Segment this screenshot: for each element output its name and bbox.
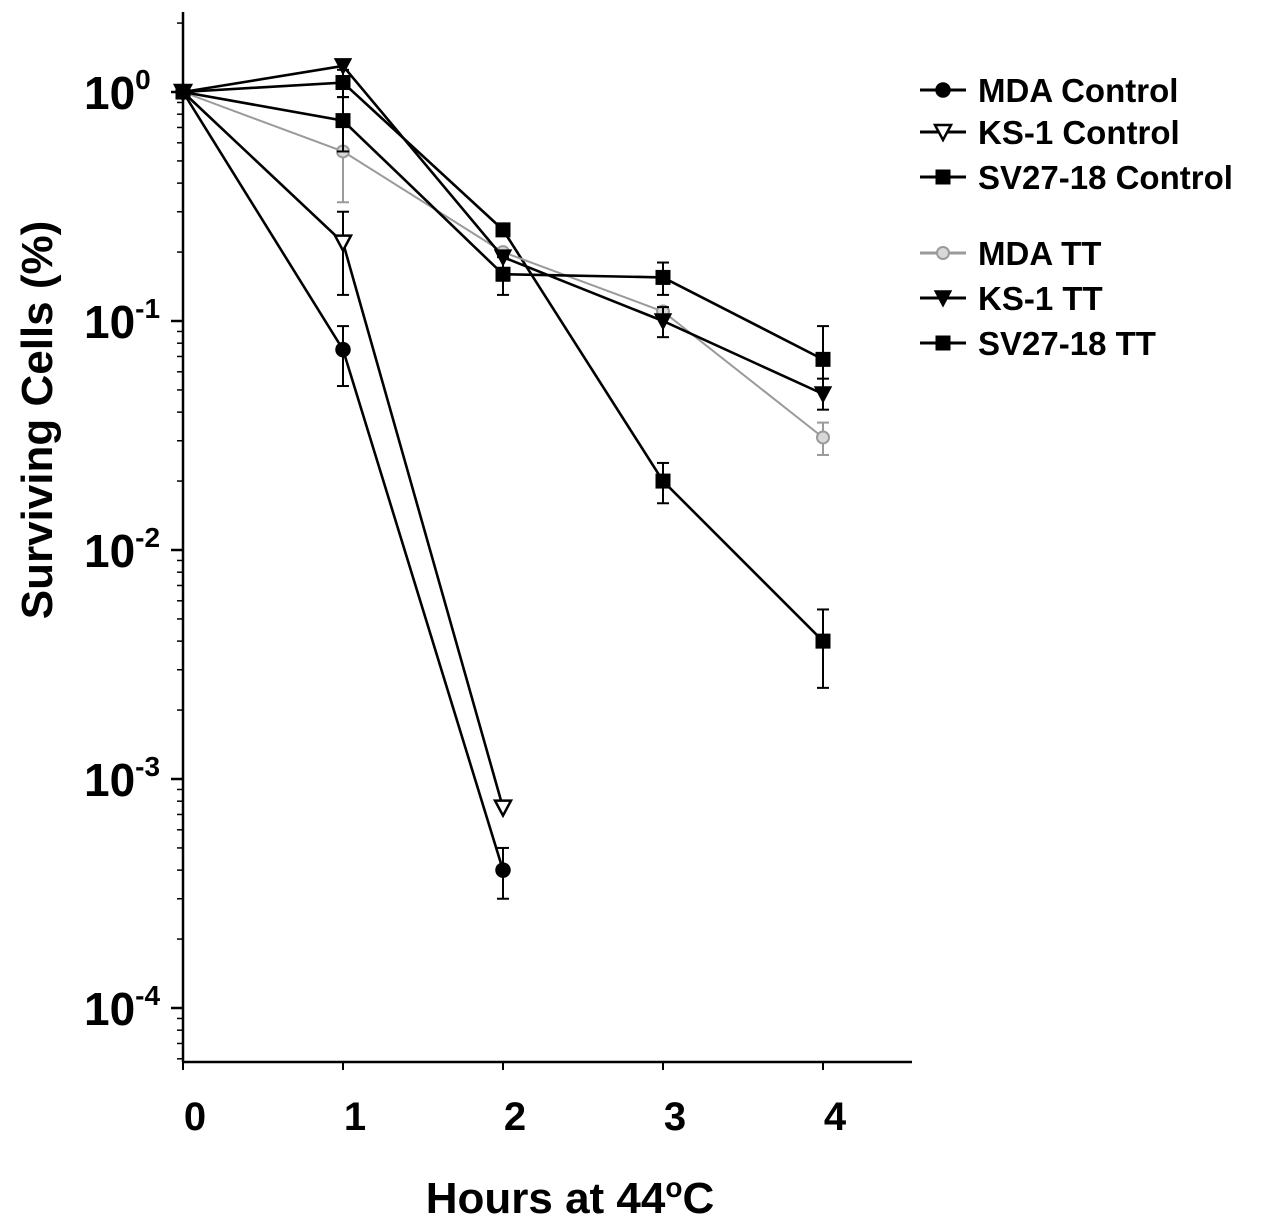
data-point — [653, 313, 673, 331]
y-tick-base: 10 — [84, 525, 135, 577]
legend-item: MDA TT — [920, 235, 1101, 272]
data-point — [655, 269, 671, 285]
x-tick-label: 0 — [184, 1095, 206, 1139]
x-axis-title: Hours at 44oC — [426, 1172, 715, 1221]
y-tick-label: 10-2 — [84, 522, 160, 577]
data-point — [815, 633, 831, 649]
data-point — [816, 430, 830, 445]
legend-item: MDA Control — [920, 72, 1178, 109]
legend-label: SV27-18 Control — [978, 159, 1233, 196]
data-point — [495, 266, 511, 282]
legend-marker — [935, 335, 951, 351]
legend-marker — [935, 82, 951, 98]
data-point — [175, 84, 191, 100]
legend-item: SV27-18 TT — [920, 325, 1156, 362]
y-tick-label: 10-4 — [84, 980, 160, 1035]
y-tick-exponent: -2 — [135, 522, 160, 553]
legend: MDA Control KS-1 Control SV27-18 Control MD… — [920, 72, 1233, 362]
legend-item: SV27-18 Control — [920, 159, 1233, 196]
plot-series — [172, 58, 833, 900]
data-point — [492, 799, 514, 819]
y-tick-base: 10 — [84, 296, 135, 348]
y-tick-label: 100 — [84, 64, 151, 119]
legend-item: KS-1 TT — [920, 280, 1103, 317]
x-axis-title-sup: o — [665, 1172, 682, 1203]
data-point — [495, 862, 511, 878]
y-tick-label: 10-3 — [84, 751, 160, 806]
y-tick-exponent: -3 — [135, 751, 160, 782]
legend-label: KS-1 TT — [978, 280, 1103, 317]
axes — [181, 12, 912, 1064]
x-tick-label: 4 — [824, 1095, 847, 1139]
data-point — [495, 222, 511, 238]
data-point — [335, 75, 351, 91]
x-axis-title-main: Hours at 44 — [426, 1174, 666, 1221]
y-tick-exponent: -4 — [135, 980, 160, 1011]
legend-marker — [936, 246, 950, 260]
data-point — [815, 351, 831, 367]
data-point — [655, 473, 671, 489]
y-tick-label: 10-1 — [84, 293, 160, 348]
legend-label: KS-1 Control — [978, 114, 1180, 151]
y-tick-base: 10 — [84, 67, 135, 119]
series-sv27-18-control — [175, 68, 831, 689]
y-tick-exponent: 0 — [135, 64, 151, 95]
legend-marker — [932, 123, 954, 143]
data-point — [332, 234, 354, 254]
data-point — [333, 58, 353, 76]
legend-label: SV27-18 TT — [978, 325, 1156, 362]
y-axis-title: Surviving Cells (%) — [13, 221, 62, 620]
data-point — [335, 341, 351, 358]
legend-item: KS-1 Control — [920, 114, 1180, 151]
legend-label: MDA Control — [978, 72, 1178, 109]
x-tick-label: 1 — [344, 1095, 366, 1139]
x-tick-label: 2 — [504, 1095, 526, 1139]
data-point — [335, 113, 351, 129]
x-axis-ticks: 0 1 2 3 4 — [182, 1062, 847, 1139]
y-tick-base: 10 — [84, 754, 135, 806]
y-tick-exponent: -1 — [135, 293, 160, 324]
legend-marker — [933, 290, 953, 308]
legend-label: MDA TT — [978, 235, 1101, 272]
x-tick-label: 3 — [664, 1095, 686, 1139]
series-sv27-18-tt — [175, 84, 831, 391]
x-axis-title-suffix: C — [682, 1174, 714, 1221]
series-line — [181, 91, 505, 871]
y-tick-base: 10 — [84, 983, 135, 1035]
legend-marker — [935, 169, 951, 185]
